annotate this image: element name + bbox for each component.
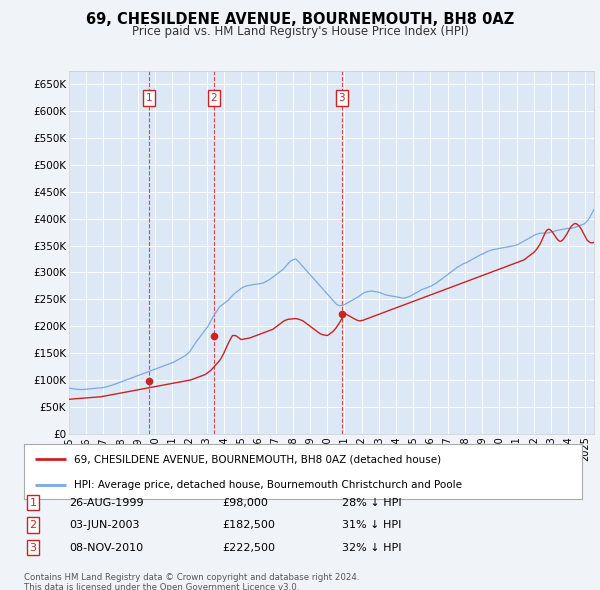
Text: HPI: Average price, detached house, Bournemouth Christchurch and Poole: HPI: Average price, detached house, Bour… bbox=[74, 480, 462, 490]
Text: 1: 1 bbox=[29, 498, 37, 507]
Text: £98,000: £98,000 bbox=[222, 498, 268, 507]
Text: 69, CHESILDENE AVENUE, BOURNEMOUTH, BH8 0AZ: 69, CHESILDENE AVENUE, BOURNEMOUTH, BH8 … bbox=[86, 12, 514, 27]
Text: £182,500: £182,500 bbox=[222, 520, 275, 530]
Text: 69, CHESILDENE AVENUE, BOURNEMOUTH, BH8 0AZ (detached house): 69, CHESILDENE AVENUE, BOURNEMOUTH, BH8 … bbox=[74, 454, 442, 464]
Text: 03-JUN-2003: 03-JUN-2003 bbox=[69, 520, 139, 530]
Text: 3: 3 bbox=[29, 543, 37, 552]
Text: This data is licensed under the Open Government Licence v3.0.: This data is licensed under the Open Gov… bbox=[24, 583, 299, 590]
Text: £222,500: £222,500 bbox=[222, 543, 275, 552]
Text: 31% ↓ HPI: 31% ↓ HPI bbox=[342, 520, 401, 530]
Text: 08-NOV-2010: 08-NOV-2010 bbox=[69, 543, 143, 552]
Text: 26-AUG-1999: 26-AUG-1999 bbox=[69, 498, 143, 507]
Text: 32% ↓ HPI: 32% ↓ HPI bbox=[342, 543, 401, 552]
Text: Price paid vs. HM Land Registry's House Price Index (HPI): Price paid vs. HM Land Registry's House … bbox=[131, 25, 469, 38]
Text: 2: 2 bbox=[211, 93, 217, 103]
Text: Contains HM Land Registry data © Crown copyright and database right 2024.: Contains HM Land Registry data © Crown c… bbox=[24, 573, 359, 582]
Text: 28% ↓ HPI: 28% ↓ HPI bbox=[342, 498, 401, 507]
Text: 2: 2 bbox=[29, 520, 37, 530]
Text: 3: 3 bbox=[338, 93, 345, 103]
Text: 1: 1 bbox=[146, 93, 152, 103]
